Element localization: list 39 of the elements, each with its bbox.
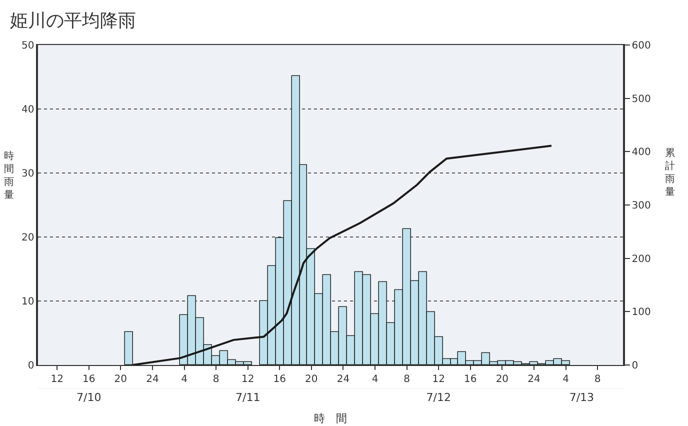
y2-tick-label: 0: [632, 360, 638, 372]
x-tick-label: 20: [114, 374, 128, 385]
y-tick-label: 40: [22, 104, 34, 116]
x2-tick-label: 7/11: [235, 391, 260, 404]
x-tick-label: 8: [212, 374, 220, 385]
y2-tick-label: 300: [632, 200, 651, 212]
x-tick-label: 16: [273, 374, 286, 385]
x-tick-label: 24: [146, 374, 159, 385]
chart-title: 姫川の平均降雨: [10, 10, 136, 32]
y2-tick-label: 200: [632, 254, 651, 265]
y2-tick-label: 100: [632, 307, 651, 318]
x2-tick-label: 7/12: [426, 391, 451, 404]
x-tick-label: 8: [404, 374, 410, 385]
x-axis-title: 時 間: [314, 412, 347, 426]
y2-tick-label: 600: [632, 40, 651, 52]
y-axis-title: 時間雨量: [4, 151, 14, 201]
x2-tick-label: 7/13: [569, 391, 594, 404]
x-tick-label: 24: [336, 374, 350, 385]
y2-axis-title: 累計雨量: [665, 148, 675, 198]
x-tick-label: 24: [528, 374, 540, 385]
y-tick-label: 20: [22, 232, 34, 244]
y-tick-label: 30: [22, 168, 34, 180]
y-tick-label: 50: [22, 40, 34, 52]
x-tick-label: 16: [82, 374, 96, 385]
x-tick-label: 16: [464, 374, 477, 385]
x-tick-label: 4: [372, 374, 378, 385]
x-tick-label: 12: [241, 374, 254, 385]
x2-tick-label: 7/10: [76, 391, 102, 404]
y2-tick-label: 500: [632, 94, 651, 105]
x-tick-label: 20: [496, 374, 509, 385]
x-tick-label: 12: [432, 374, 445, 385]
x-tick-label: 4: [562, 374, 569, 385]
x-tick-label: 12: [50, 374, 64, 385]
x-tick-label: 20: [305, 374, 318, 385]
x-tick-label: 8: [594, 374, 601, 385]
y2-tick-label: 400: [632, 147, 651, 158]
y-tick-label: 10: [22, 296, 34, 308]
y-tick-label: 0: [28, 360, 34, 372]
x-tick-label: 4: [181, 374, 188, 385]
